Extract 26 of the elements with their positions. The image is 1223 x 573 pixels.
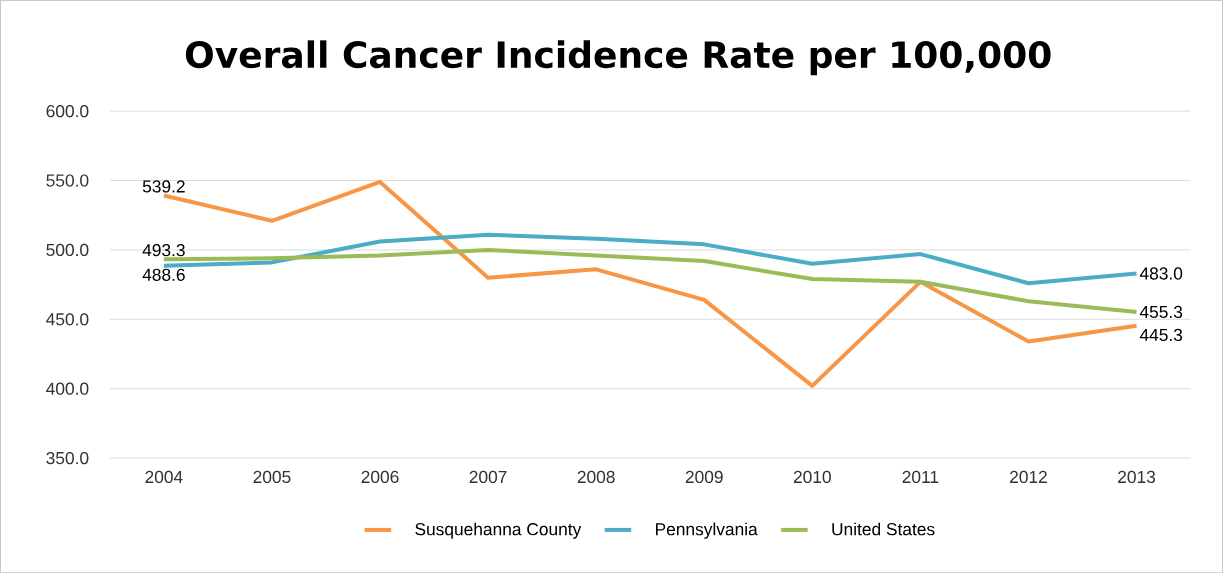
data-label: 488.6 [142,268,185,281]
data-label: 445.3 [1139,328,1183,341]
y-tick-label: 600.0 [46,104,89,118]
x-tick-label: 2006 [361,470,399,483]
data-label: 493.3 [142,243,185,257]
x-tick-label: 2012 [1010,470,1047,483]
y-tick-label: 400.0 [46,382,89,395]
x-tick-label: 2007 [469,470,507,483]
x-tick-label: 2005 [253,470,291,483]
y-tick-label: 500.0 [46,243,89,256]
legend-label: Pennsylvania [656,522,758,539]
data-label: 539.2 [142,180,185,193]
legend-label: United States [832,522,935,536]
x-tick-label: 2009 [685,470,723,483]
legend-label: Susquehanna County [415,522,582,539]
data-label: 455.3 [1139,305,1183,318]
data-label: 483.0 [1139,267,1183,280]
x-tick-label: 2008 [577,470,615,483]
chart-title: Overall Cancer Incidence Rate per 100,000 [185,40,1051,76]
y-tick-label: 350.0 [46,451,89,465]
x-tick-label: 2010 [793,470,831,483]
y-tick-label: 550.0 [46,174,89,187]
x-tick-label: 2013 [1118,470,1156,483]
y-tick-label: 450.0 [46,313,89,326]
x-tick-label: 2011 [902,470,939,483]
x-tick-label: 2004 [145,470,183,483]
